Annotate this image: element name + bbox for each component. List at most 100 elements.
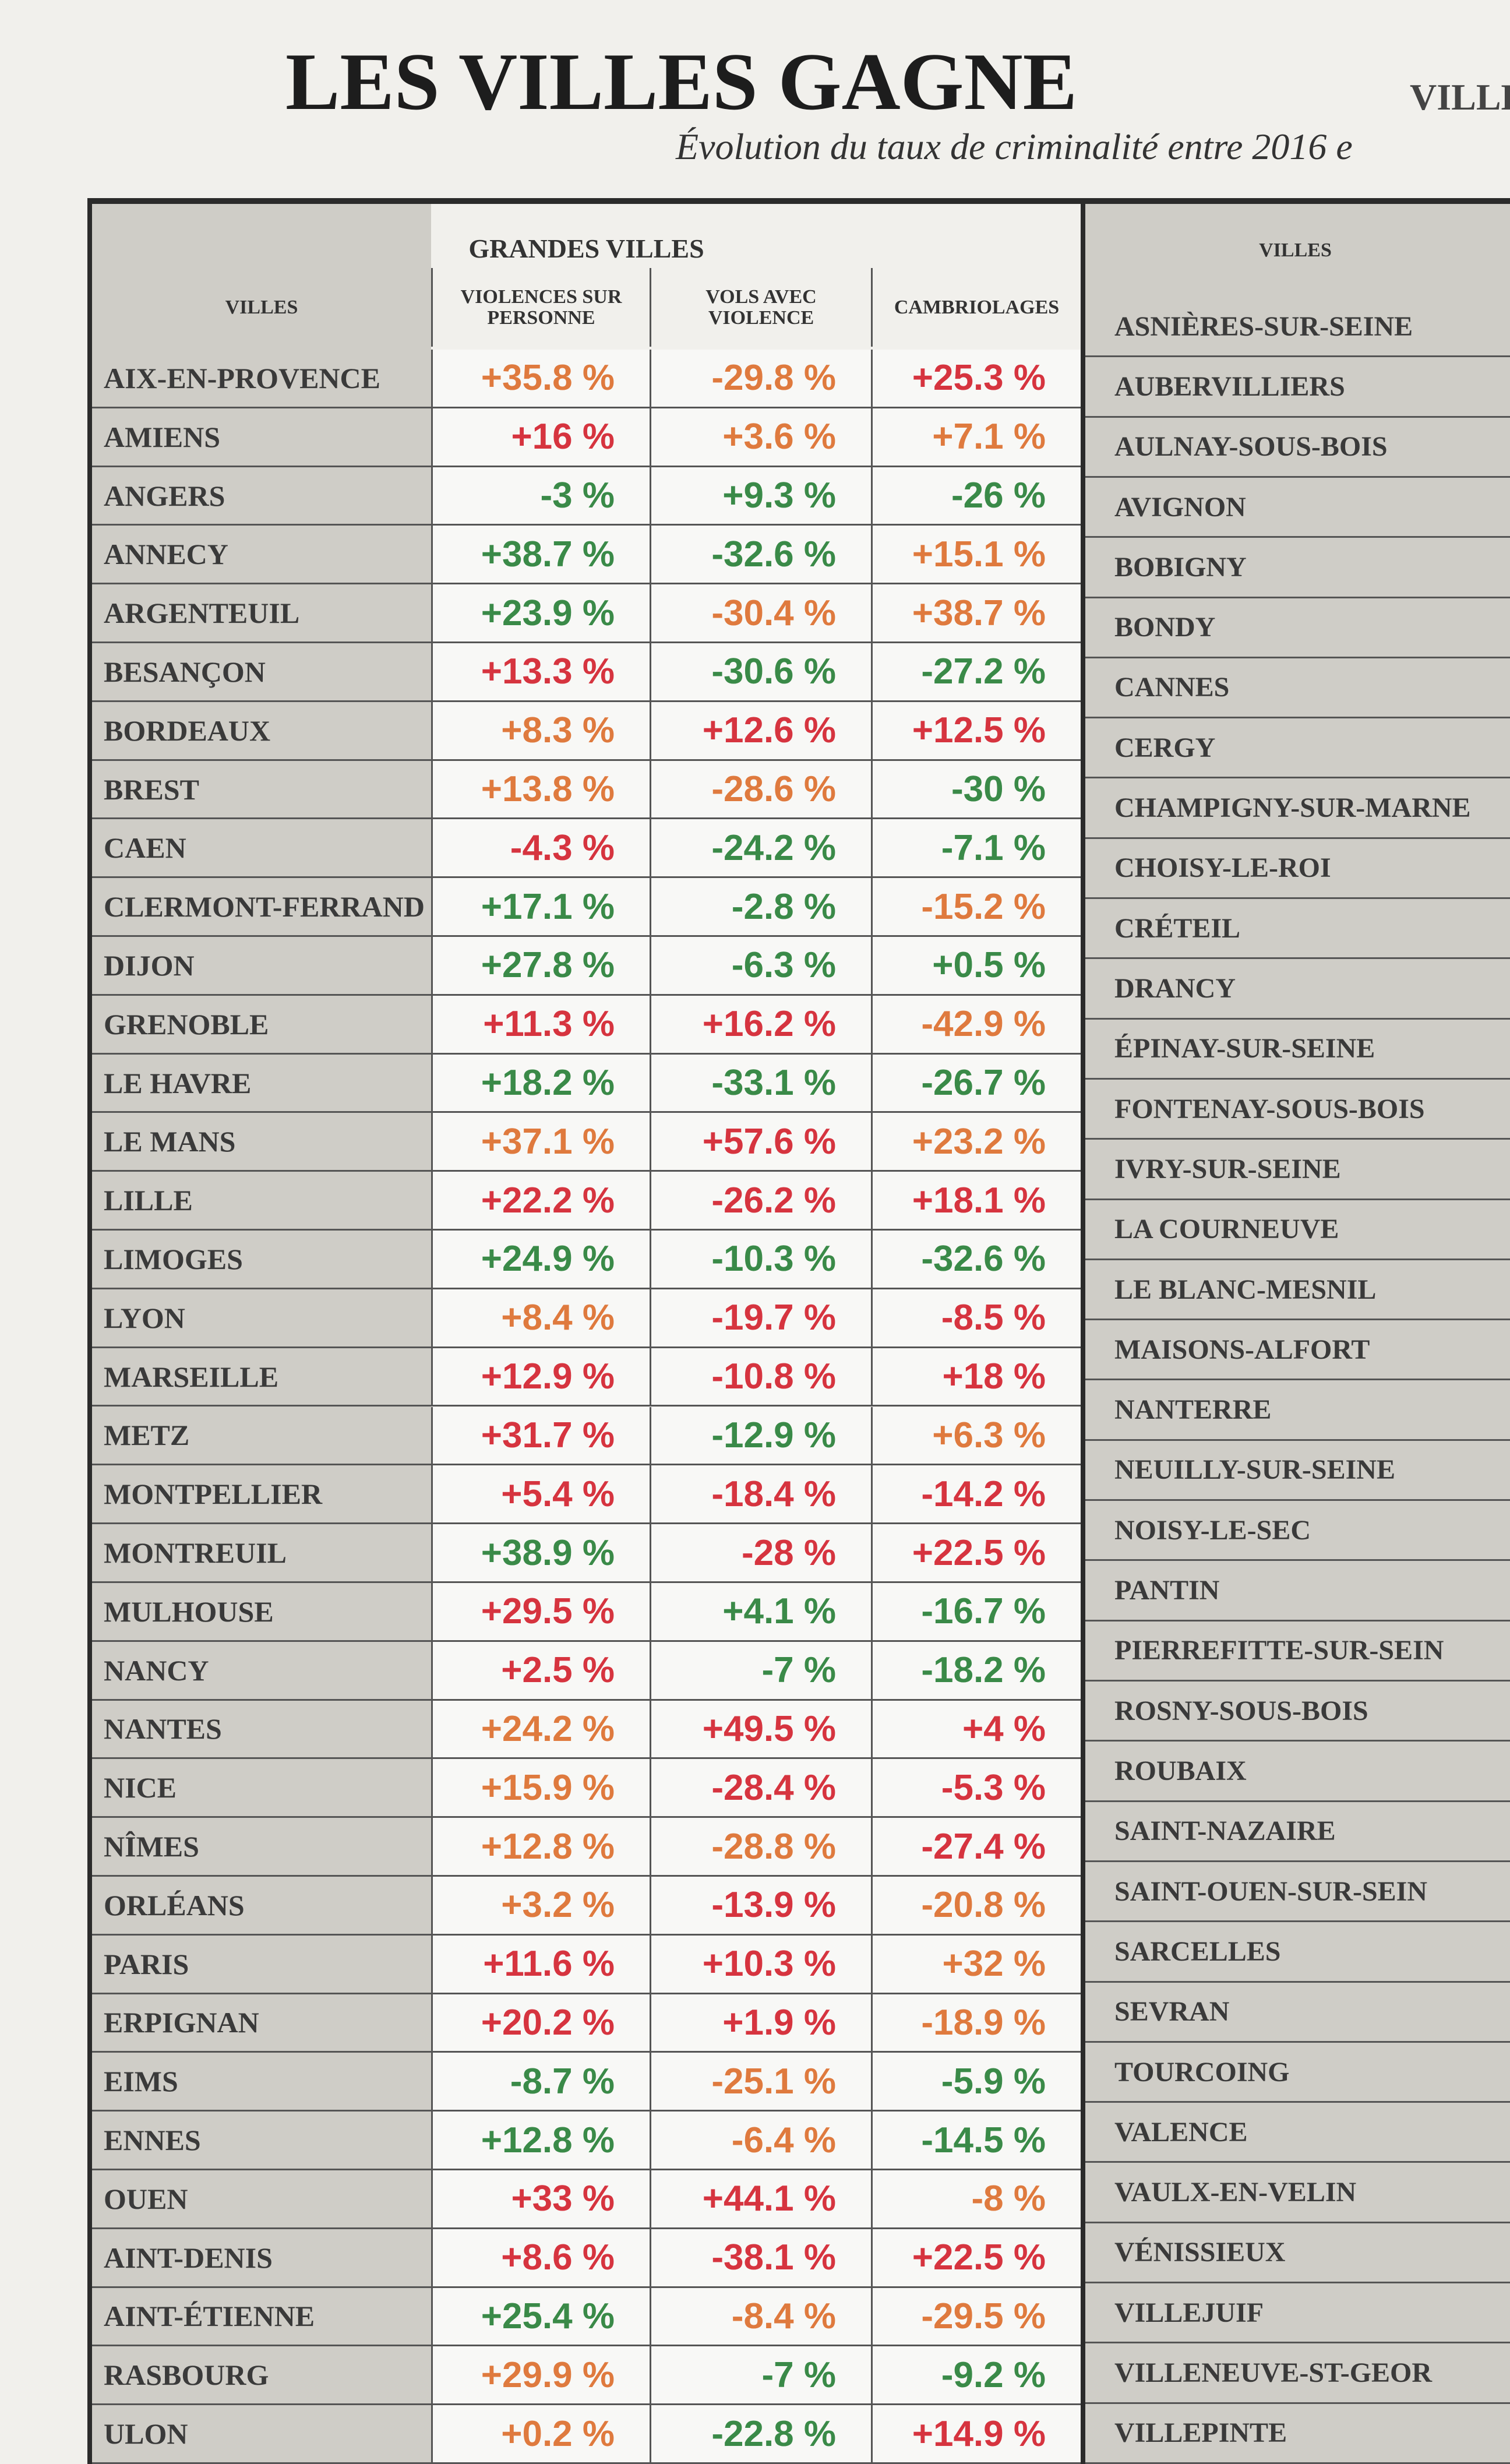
city-name: AMIENS xyxy=(92,408,431,467)
rate-cell: -10.8 % xyxy=(650,1348,871,1407)
city-name: OUEN xyxy=(92,2170,431,2229)
rate-cell: +24.9 % xyxy=(431,1231,650,1289)
city-name: ROSNY-SOUS-BOIS xyxy=(1085,1682,1510,1742)
rate-cell: -15.2 % xyxy=(871,878,1081,937)
rate-cell: -28.6 % xyxy=(650,760,871,820)
rate-cell: -14.5 % xyxy=(871,2112,1081,2170)
rate-cell: -2.8 % xyxy=(650,878,871,937)
city-name: RASBOURG xyxy=(92,2346,431,2406)
rate-cell: -26.7 % xyxy=(871,1054,1081,1113)
city-name: LA COURNEUVE xyxy=(1085,1200,1510,1260)
rate-cell: +20.2 % xyxy=(431,1994,650,2053)
title: LES VILLES GAGNE xyxy=(285,37,1078,127)
city-name: NANCY xyxy=(92,1641,431,1701)
rate-cell: -30.4 % xyxy=(650,584,871,644)
rate-cell: -13.9 % xyxy=(650,1876,871,1936)
rate-cell: -33.1 % xyxy=(650,1054,871,1113)
city-name: VILLEJUIF xyxy=(1085,2283,1510,2344)
rate-cell: +7.1 % xyxy=(871,408,1081,467)
rate-cell: +29.5 % xyxy=(431,1582,650,1642)
rate-cell: +8.6 % xyxy=(431,2229,650,2288)
city-name: NEUILLY-SUR-SEINE xyxy=(1085,1440,1510,1501)
city-name: METZ xyxy=(92,1407,431,1466)
rate-cell: -42.9 % xyxy=(871,995,1081,1055)
rate-cell: -26 % xyxy=(871,467,1081,526)
rate-cell: +3.2 % xyxy=(431,1876,650,1936)
city-name: VALENCE xyxy=(1085,2103,1510,2163)
rate-cell: +12.8 % xyxy=(431,1818,650,1877)
rate-cell: -10.3 % xyxy=(650,1231,871,1289)
rate-cell: +25.4 % xyxy=(431,2287,650,2347)
column-header: CAMBRIOLAGES xyxy=(871,268,1081,347)
subtitle: Évolution du taux de criminalité entre 2… xyxy=(676,126,1353,167)
rate-cell: +6.3 % xyxy=(871,1407,1081,1466)
rate-cell: +10.3 % xyxy=(650,1935,871,1994)
rate-cell: -18.4 % xyxy=(650,1465,871,1525)
rate-cell: -5.9 % xyxy=(871,2053,1081,2112)
city-name: AINT-ÉTIENNE xyxy=(92,2287,431,2347)
rate-cell: +25.3 % xyxy=(871,350,1081,408)
city-name: CLERMONT-FERRAND xyxy=(92,878,431,937)
city-name: MONTPELLIER xyxy=(92,1465,431,1525)
rate-cell: -8.4 % xyxy=(650,2287,871,2347)
city-name: CHOISY-LE-ROI xyxy=(1085,838,1510,900)
rate-cell: +38.7 % xyxy=(431,526,650,585)
city-name: ORLÉANS xyxy=(92,1876,431,1936)
city-name: AULNAY-SOUS-BOIS xyxy=(1085,417,1510,478)
city-name: MONTREUIL xyxy=(92,1524,431,1583)
city-name: CANNES xyxy=(1085,658,1510,719)
city-name: ERPIGNAN xyxy=(92,1994,431,2053)
rate-cell: +11.3 % xyxy=(431,995,650,1055)
rate-cell: -29.5 % xyxy=(871,2287,1081,2347)
rate-cell: -28 % xyxy=(650,1524,871,1583)
rate-cell: +22.5 % xyxy=(871,2229,1081,2288)
city-name: BREST xyxy=(92,760,431,820)
rate-cell: +57.6 % xyxy=(650,1113,871,1172)
rate-cell: +5.4 % xyxy=(431,1465,650,1525)
rate-cell: +18 % xyxy=(871,1348,1081,1407)
city-name: CAEN xyxy=(92,819,431,879)
rate-cell: -14.2 % xyxy=(871,1465,1081,1525)
rate-cell: +44.1 % xyxy=(650,2170,871,2229)
rate-cell: +22.5 % xyxy=(871,1524,1081,1583)
city-name: EIMS xyxy=(92,2053,431,2112)
rate-cell: +15.9 % xyxy=(431,1759,650,1818)
city-name: LE BLANC-MESNIL xyxy=(1085,1260,1510,1321)
rate-cell: -8.5 % xyxy=(871,1289,1081,1348)
rate-cell: -38.1 % xyxy=(650,2229,871,2288)
rate-cell: -4.3 % xyxy=(431,819,650,879)
rate-cell: +0.5 % xyxy=(871,937,1081,996)
city-name: ANGERS xyxy=(92,467,431,526)
rate-cell: +13.3 % xyxy=(431,643,650,702)
city-name: ASNIÈRES-SUR-SEINE xyxy=(1085,297,1510,358)
city-name: AVIGNON xyxy=(1085,477,1510,538)
city-name: NOISY-LE-SEC xyxy=(1085,1501,1510,1561)
rate-cell: -30 % xyxy=(871,760,1081,820)
column-header: VOLS AVEC VIOLENCE xyxy=(650,268,871,347)
rate-cell: +37.1 % xyxy=(431,1113,650,1172)
city-name: ENNES xyxy=(92,2112,431,2170)
rate-cell: +12.9 % xyxy=(431,1348,650,1407)
rate-cell: +29.9 % xyxy=(431,2346,650,2406)
side-label: VILLE xyxy=(1410,76,1510,118)
city-name: LIMOGES xyxy=(92,1231,431,1289)
rate-cell: -18.2 % xyxy=(871,1641,1081,1701)
rate-cell: +27.8 % xyxy=(431,937,650,996)
city-name: VAULX-EN-VELIN xyxy=(1085,2163,1510,2223)
city-name: SARCELLES xyxy=(1085,1922,1510,1983)
rate-cell: +22.2 % xyxy=(431,1172,650,1231)
city-name: DIJON xyxy=(92,937,431,996)
city-name: MAISONS-ALFORT xyxy=(1085,1320,1510,1381)
rate-cell: +33 % xyxy=(431,2170,650,2229)
column-header: VILLES xyxy=(1259,239,1332,262)
rate-cell: +24.2 % xyxy=(431,1700,650,1760)
rate-cell: +31.7 % xyxy=(431,1407,650,1466)
rate-cell: -24.2 % xyxy=(650,819,871,879)
city-name: SEVRAN xyxy=(1085,1982,1510,2043)
rate-cell: +12.8 % xyxy=(431,2112,650,2170)
city-name: CHAMPIGNY-SUR-MARNE xyxy=(1085,778,1510,839)
city-name: NANTES xyxy=(92,1700,431,1760)
city-name: PIERREFITTE-SUR-SEIN xyxy=(1085,1621,1510,1682)
city-name: LYON xyxy=(92,1289,431,1348)
